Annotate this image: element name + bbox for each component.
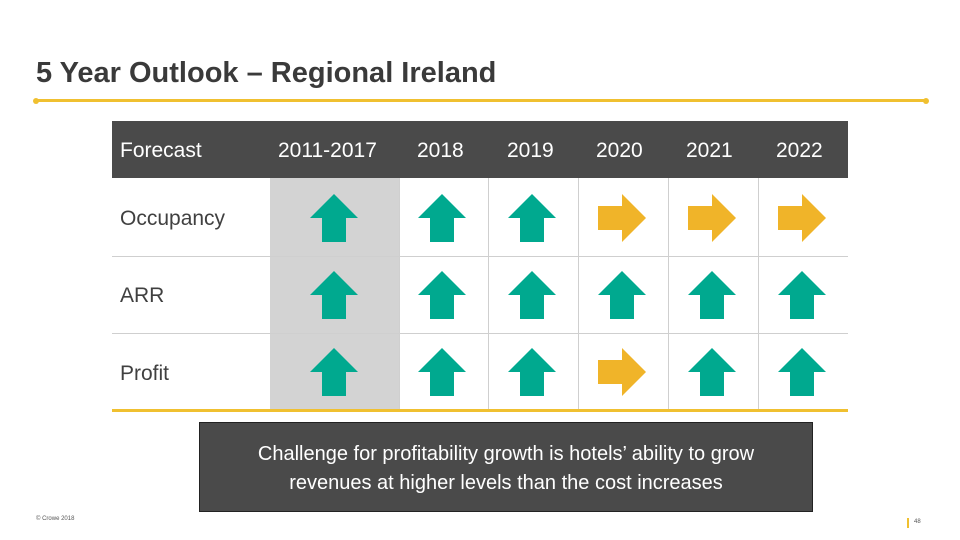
column-divider: [399, 178, 400, 410]
arrow-up-icon: [307, 191, 361, 245]
arrow-up-icon: [415, 345, 469, 399]
title-divider: [33, 97, 929, 104]
header-2011-2017: 2011-2017: [278, 139, 377, 162]
row-label-occupancy: Occupancy: [120, 207, 226, 230]
arrow-up-icon: [685, 268, 739, 322]
footer-copyright: © Crowe 2018: [36, 516, 75, 522]
arrow-right-icon: [595, 345, 649, 399]
arrow-up-icon: [775, 268, 829, 322]
header-forecast: Forecast: [120, 139, 202, 162]
arrow-up-icon: [685, 345, 739, 399]
row-label-profit: Profit: [120, 362, 170, 385]
row-label-arr: ARR: [120, 284, 165, 307]
footer-accent-bar: [907, 518, 909, 528]
arrow-up-icon: [505, 268, 559, 322]
arrow-right-icon: [685, 191, 739, 245]
row-divider: [112, 333, 848, 334]
arrow-up-icon: [595, 268, 649, 322]
callout-box: Challenge for profitability growth is ho…: [199, 422, 813, 512]
arrow-up-icon: [415, 191, 469, 245]
page-title: 5 Year Outlook – Regional Ireland: [36, 57, 497, 89]
callout-line-1: Challenge for profitability growth is ho…: [257, 443, 755, 465]
arrow-up-icon: [307, 268, 361, 322]
column-divider: [488, 178, 489, 410]
arrow-right-icon: [595, 191, 649, 245]
column-divider: [668, 178, 669, 410]
arrow-up-icon: [307, 345, 361, 399]
header-2018: 2018: [417, 139, 464, 162]
header-2021: 2021: [686, 139, 733, 162]
callout-line-2: revenues at higher levels than the cost …: [289, 472, 723, 494]
header-2019: 2019: [507, 139, 554, 162]
header-2020: 2020: [596, 139, 643, 162]
table-bottom-rule: [112, 409, 848, 412]
arrow-up-icon: [415, 268, 469, 322]
page-number: 48: [914, 519, 921, 525]
table-header-row: Forecast 2011-2017 2018 2019 2020 2021 2…: [112, 121, 848, 178]
arrow-right-icon: [775, 191, 829, 245]
row-divider: [112, 256, 848, 257]
arrow-up-icon: [505, 345, 559, 399]
arrow-up-icon: [775, 345, 829, 399]
header-2022: 2022: [776, 139, 823, 162]
arrow-up-icon: [505, 191, 559, 245]
column-divider: [578, 178, 579, 410]
column-divider: [758, 178, 759, 410]
